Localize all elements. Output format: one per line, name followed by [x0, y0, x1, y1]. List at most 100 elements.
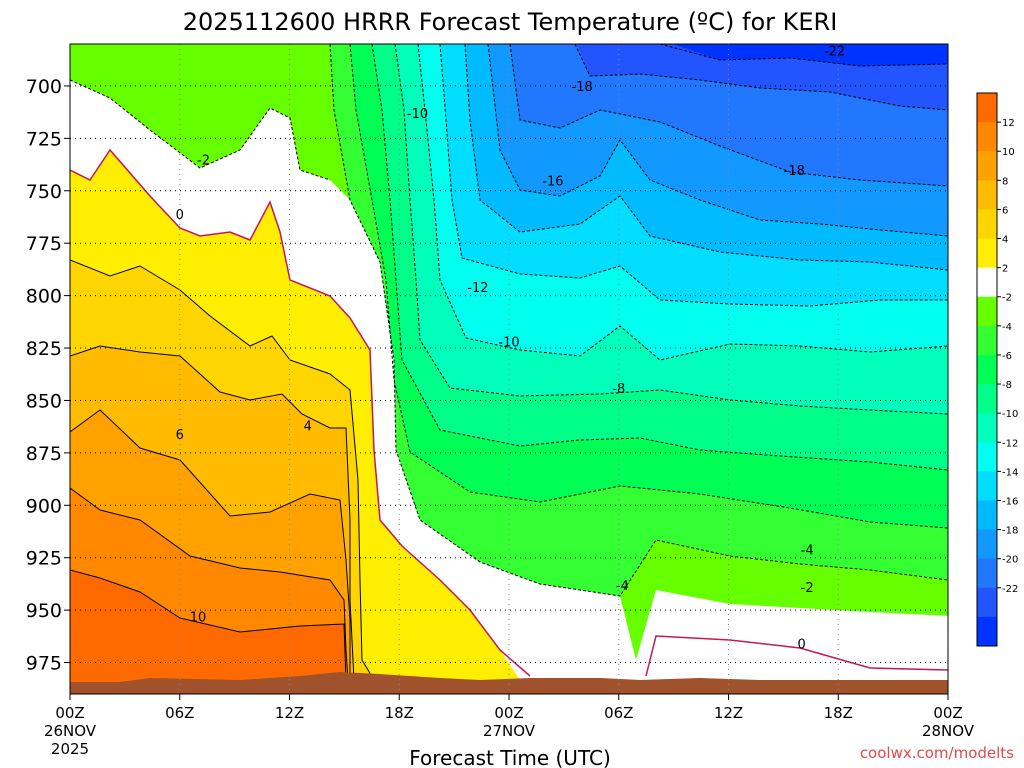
- contour-label: -4: [801, 543, 814, 558]
- colorbar-label: -16: [1002, 496, 1018, 507]
- credit-text: coolwx.com/modelts: [860, 744, 1014, 762]
- y-tick-label: 750: [26, 181, 62, 203]
- colorbar-swatch: [977, 442, 997, 472]
- terrain-ground: [70, 672, 948, 694]
- contour-minus-2-low: [329, 44, 948, 597]
- contour-plus-6: [70, 409, 351, 680]
- colorbar-label: 8: [1002, 176, 1008, 187]
- contour-minus-2-upper: [70, 79, 331, 181]
- y-tick-label: 775: [26, 233, 62, 255]
- colorbar-label: 6: [1002, 205, 1008, 216]
- y-tick-label: 875: [26, 443, 62, 465]
- colorbar-swatch: [977, 93, 997, 123]
- x-tick-year: 2025: [51, 740, 89, 758]
- colorbar-swatch: [977, 151, 997, 181]
- contour-label: -12: [467, 281, 488, 296]
- colorbar-label: -22: [1002, 584, 1018, 595]
- colorbar-swatch: [977, 267, 997, 298]
- contour-label: -2: [801, 581, 814, 596]
- x-tick-date: 27NOV: [483, 722, 536, 740]
- colorbar-swatch: [977, 122, 997, 152]
- contour-minus-4: [371, 44, 948, 471]
- colorbar-label: -2: [1002, 293, 1012, 304]
- y-tick-label: 950: [26, 600, 62, 622]
- contour-label: -18: [572, 80, 593, 95]
- contour-minus-18: [574, 44, 948, 111]
- contour-label: 10: [190, 610, 207, 625]
- contour-labels: -22 -18 -10 -2 -16 -18 0 -12 -10 -8 4 6 -4 -4 -2 10 0: [176, 44, 846, 652]
- x-tick-label: 06Z: [165, 704, 194, 722]
- contour-label: -8: [612, 382, 625, 397]
- colorbar-label: -12: [1002, 438, 1018, 449]
- x-tick-label: 00Z: [55, 704, 84, 722]
- contour-minus-8: [417, 44, 948, 361]
- colorbar-swatch: [977, 616, 997, 647]
- colorbar-label: 4: [1002, 235, 1008, 246]
- x-tick-label: 18Z: [385, 704, 414, 722]
- colorbar-label: -10: [1002, 409, 1018, 420]
- contour-label: -2: [197, 153, 210, 168]
- colorbar-swatch: [977, 325, 997, 356]
- colorbar-label: 2: [1002, 264, 1008, 275]
- colorbar-swatch: [977, 354, 997, 385]
- colorbar-swatch: [977, 296, 997, 327]
- chart-title: 2025112600 HRRR Forecast Temperature (ºC…: [183, 8, 838, 36]
- colorbar-label: -4: [1002, 322, 1012, 333]
- contour-label: -10: [407, 107, 428, 122]
- colorbar-swatch: [977, 471, 997, 501]
- band-plus-12: [70, 570, 346, 694]
- grid-lines: [70, 44, 948, 694]
- contour-plus-4: [70, 345, 355, 681]
- x-tick-label: 18Z: [824, 704, 853, 722]
- y-tick-label: 800: [26, 286, 62, 308]
- colorbar-label: 12: [1002, 118, 1015, 129]
- contour-label: -4: [616, 579, 629, 594]
- colorbar-label: -20: [1002, 555, 1018, 566]
- contour-minus-14: [487, 44, 948, 237]
- contour-label: -18: [784, 164, 805, 179]
- y-tick-label: 850: [26, 390, 62, 412]
- contour-label: -10: [498, 336, 519, 351]
- contour-minus-16: [509, 44, 948, 187]
- y-tick-label: 925: [26, 548, 62, 570]
- y-tick-label: 700: [26, 76, 62, 98]
- y-tick-label: 825: [26, 338, 62, 360]
- contour-label: 0: [798, 638, 806, 653]
- colorbar-swatch: [977, 558, 997, 589]
- colorbar-label: -8: [1002, 380, 1012, 391]
- x-tick-date: 26NOV: [44, 722, 97, 740]
- colorbar-label: -6: [1002, 351, 1012, 362]
- contour-label: 0: [176, 208, 184, 223]
- x-tick-label: 12Z: [714, 704, 743, 722]
- contour-zero-right: [645, 635, 948, 677]
- colorbar-swatch: [977, 587, 997, 618]
- colorbar-label: 10: [1002, 147, 1015, 158]
- colorbar-legend: 12 10 8 6 4 2 -2 -4 -6 -8 -10 -12 -14 -16 -18 -20 -22: [976, 92, 1018, 647]
- contour-minus-10: [439, 44, 948, 307]
- colorbar-swatch: [977, 500, 997, 531]
- y-tick-label: 725: [26, 128, 62, 150]
- contour-minus-12: [464, 44, 948, 271]
- contour-minus-2: [349, 44, 948, 529]
- colorbar-swatch: [977, 238, 997, 269]
- colorbar-frame: [976, 92, 998, 647]
- x-tick-label: 00Z: [933, 704, 962, 722]
- contour-label: 4: [304, 420, 312, 435]
- plot-area: -22 -18 -10 -2 -16 -18 0 -12 -10 -8 4 6 -4 -4 -2 10 0: [70, 44, 948, 694]
- colorbar-swatch: [977, 529, 997, 560]
- colorbar-label: -18: [1002, 526, 1018, 537]
- contour-label: -16: [542, 174, 563, 189]
- y-tick-label: 900: [26, 495, 62, 517]
- x-tick-label: 00Z: [494, 704, 523, 722]
- contour-label: 6: [176, 428, 184, 443]
- x-axis-label: Forecast Time (UTC): [409, 746, 611, 768]
- y-axis: 700 725 750 775 800 825 850 875 900 925 950 975: [26, 76, 70, 675]
- colorbar-swatch: [977, 413, 997, 443]
- x-tick-label: 12Z: [275, 704, 304, 722]
- contour-label: -22: [824, 44, 845, 59]
- contour-minus-20: [659, 44, 948, 67]
- colorbar-swatch: [977, 384, 997, 414]
- negative-contour-lines: [70, 44, 948, 597]
